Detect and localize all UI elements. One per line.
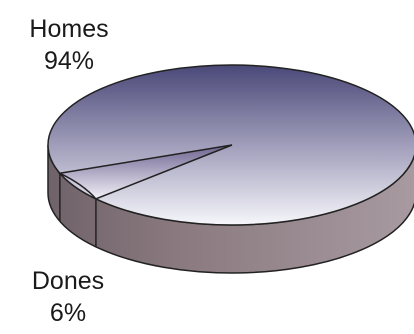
slice-value-dones: 6%: [49, 299, 87, 327]
slice-value-homes: 94%: [43, 47, 95, 75]
slice-name-homes: Homes: [29, 15, 109, 43]
slice-label-homes: Homes 94%: [0, 13, 139, 77]
slice-dones: [57, 144, 233, 200]
slice-name-dones: Dones: [31, 267, 105, 295]
slice-label-dones: Dones 6%: [0, 265, 138, 329]
